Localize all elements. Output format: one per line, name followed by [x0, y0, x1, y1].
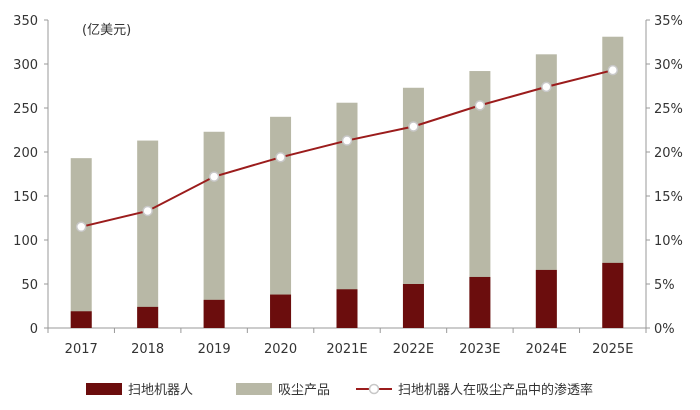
- y-right-tick-label: 0%: [654, 322, 675, 337]
- x-tick-label: 2019: [198, 342, 231, 357]
- x-tick-label: 2017: [65, 342, 98, 357]
- penetration-point: [541, 81, 552, 93]
- penetration-point: [408, 121, 419, 132]
- y-left-tick-label: 0: [30, 322, 38, 337]
- y-left-tick-label: 250: [13, 102, 38, 117]
- penetration-point: [275, 152, 286, 163]
- y-left-tick-label: 350: [13, 14, 38, 29]
- x-tick-label: 2021E: [326, 342, 367, 357]
- penetration-point: [75, 221, 87, 233]
- bar-vacuum-products: [270, 116, 292, 328]
- penetration-point: [142, 205, 153, 217]
- y-right-tick-label: 30%: [654, 58, 683, 73]
- y-left-tick-label: 200: [13, 146, 38, 161]
- x-tick-label: 2025E: [592, 342, 633, 357]
- bar-robot-vacuum: [137, 306, 159, 328]
- y-right-tick-label: 20%: [654, 146, 683, 161]
- axes: 0 50 100 150 200 250 300 350 0% 5% 10% 15% 20% 25% 30%…: [13, 14, 683, 357]
- bar-robot-vacuum: [535, 269, 557, 328]
- x-tick-label: 2018: [131, 342, 164, 357]
- bars: [70, 36, 624, 328]
- bar-vacuum-products: [137, 140, 159, 328]
- legend-label-robot-vacuum: 扫地机器人: [128, 383, 193, 398]
- bar-vacuum-products: [70, 158, 92, 328]
- y-right-tick-label: 15%: [654, 190, 683, 205]
- legend-swatch-robot-vacuum: [86, 383, 122, 395]
- bar-robot-vacuum: [70, 311, 92, 328]
- y-right-tick-label: 25%: [654, 102, 683, 117]
- bar-vacuum-products: [402, 87, 424, 328]
- y-right-tick-label: 35%: [654, 14, 683, 29]
- bar-vacuum-products: [602, 36, 624, 328]
- x-tick-label: 2023E: [459, 342, 500, 357]
- y-right-tick-label: 10%: [654, 234, 683, 249]
- bar-robot-vacuum: [602, 262, 624, 328]
- bar-robot-vacuum: [469, 276, 491, 328]
- legend-label-penetration: 扫地机器人在吸尘产品中的渗透率: [398, 382, 593, 398]
- x-tick-label: 2020: [264, 342, 297, 357]
- y-left-tick-label: 100: [13, 234, 38, 249]
- x-tick-label: 2022E: [393, 342, 434, 357]
- bar-robot-vacuum: [203, 299, 225, 328]
- penetration-point: [474, 100, 486, 111]
- legend-swatch-vacuum-products: [236, 383, 272, 395]
- bar-vacuum-products: [203, 131, 225, 328]
- y-left-tick-label: 50: [21, 278, 38, 293]
- y-left-tick-label: 300: [13, 58, 38, 73]
- y-left-tick-label: 150: [13, 190, 38, 205]
- bar-robot-vacuum: [402, 284, 424, 328]
- bar-robot-vacuum: [270, 294, 292, 328]
- penetration-point: [341, 135, 353, 146]
- penetration-line: [75, 64, 619, 233]
- bar-vacuum-products: [535, 54, 557, 328]
- legend: 扫地机器人 吸尘产品 扫地机器人在吸尘产品中的渗透率: [86, 382, 593, 398]
- penetration-point: [607, 64, 619, 76]
- bar-robot-vacuum: [336, 289, 358, 328]
- x-tick-label: 2024E: [526, 342, 567, 357]
- penetration-point: [208, 171, 220, 182]
- bar-vacuum-products: [336, 102, 358, 328]
- y-right-tick-label: 5%: [654, 278, 675, 293]
- legend-swatch-penetration-marker: [368, 383, 380, 395]
- y-unit-label: (亿美元): [82, 23, 131, 38]
- bar-vacuum-products: [469, 71, 491, 328]
- legend-label-vacuum-products: 吸尘产品: [278, 383, 330, 398]
